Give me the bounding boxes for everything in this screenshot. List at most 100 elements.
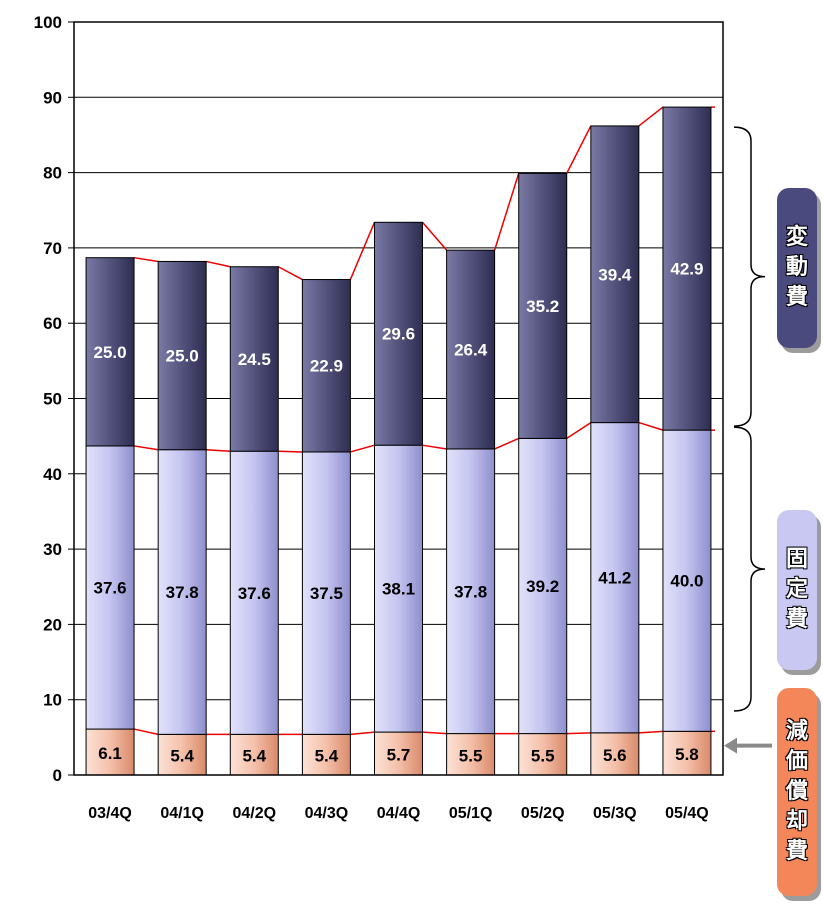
bar-segment xyxy=(374,444,423,733)
bar-segment xyxy=(301,451,351,735)
data-label: 39.4 xyxy=(598,265,632,284)
legend-depreciation-char-3: 償 xyxy=(785,779,808,804)
legend-depreciation-char-5: 費 xyxy=(785,839,808,864)
data-label: 37.6 xyxy=(238,584,271,603)
y-tick-label: 90 xyxy=(43,88,62,107)
bracket-layer xyxy=(724,126,772,754)
legend-depreciation: 減 価 償 却 費 xyxy=(777,688,817,896)
connector-line xyxy=(422,444,447,450)
connector-line xyxy=(494,437,520,450)
legend-variable-cost: 変 動 費 xyxy=(777,188,817,348)
y-tick-label: 30 xyxy=(43,540,62,559)
data-label: 37.6 xyxy=(94,579,127,598)
data-label: 40.0 xyxy=(670,572,703,591)
bar-segment xyxy=(85,445,135,730)
data-label: 37.8 xyxy=(166,583,199,602)
connector-line xyxy=(350,444,375,453)
legend-variable-char-3: 費 xyxy=(785,285,808,310)
data-label: 41.2 xyxy=(598,569,631,588)
bar-segment xyxy=(590,422,640,734)
bar-segment xyxy=(446,733,496,776)
brace-icon xyxy=(733,126,766,427)
connector-line xyxy=(349,222,376,280)
connector-line xyxy=(277,266,303,281)
bar-segment xyxy=(157,733,207,776)
data-label: 5.5 xyxy=(531,746,555,765)
category-label: 04/4Q xyxy=(377,805,421,822)
connector-line xyxy=(566,732,591,735)
y-tick-label: 100 xyxy=(34,13,62,32)
category-label: 04/3Q xyxy=(305,805,349,822)
legend-depreciation-char-2: 価 xyxy=(785,749,808,774)
data-label: 26.4 xyxy=(454,341,488,360)
legend-fixed-char-2: 定 xyxy=(785,577,808,602)
connector-line xyxy=(350,731,375,736)
data-label: 5.4 xyxy=(242,747,266,766)
data-label: 38.1 xyxy=(382,580,415,599)
bar-segment xyxy=(590,732,640,776)
bar-segment xyxy=(518,172,568,439)
y-tick-label: 20 xyxy=(43,615,62,634)
category-label: 04/1Q xyxy=(160,805,204,822)
connector-layer xyxy=(133,106,715,736)
legend-variable-char-2: 動 xyxy=(785,255,808,280)
data-label: 39.2 xyxy=(526,577,559,596)
bar-layer xyxy=(85,106,712,776)
data-label: 5.4 xyxy=(170,747,194,766)
y-tick-label: 60 xyxy=(43,314,62,333)
connector-line xyxy=(421,221,448,251)
connector-line xyxy=(133,256,159,263)
bar-segment xyxy=(229,266,279,452)
category-label: 03/4Q xyxy=(88,805,132,822)
arrow-head-icon xyxy=(724,737,737,754)
brace-icon xyxy=(733,426,766,712)
category-label: 05/4Q xyxy=(665,805,709,822)
y-tick-label: 10 xyxy=(43,691,62,710)
bar-segment xyxy=(85,257,135,447)
connector-line xyxy=(638,106,664,127)
legend-fixed-char-1: 固 xyxy=(785,547,808,572)
bar-segment xyxy=(301,733,351,776)
y-tick-label: 0 xyxy=(53,766,62,785)
bar-segment xyxy=(662,106,712,431)
data-label: 35.2 xyxy=(526,297,559,316)
y-tick-label: 80 xyxy=(43,164,62,183)
legend-depreciation-char-1: 減 xyxy=(785,719,808,744)
plot-frame xyxy=(73,21,724,776)
category-label: 05/1Q xyxy=(449,805,493,822)
bar-segment xyxy=(446,249,496,450)
connector-line xyxy=(638,730,663,734)
data-label: 5.5 xyxy=(459,746,483,765)
bar-segment xyxy=(301,279,351,453)
connector-line xyxy=(133,445,159,451)
axis-layer: 0 10 20 30 40 50 60 70 80 90 100 03/4Q 04/1Q 04/2Q 04/… xyxy=(34,13,724,822)
data-label: 5.4 xyxy=(315,747,339,766)
y-tick-label: 40 xyxy=(43,465,62,484)
category-label: 04/2Q xyxy=(232,805,276,822)
data-label: 37.5 xyxy=(310,584,343,603)
bar-segment xyxy=(157,260,207,451)
legend-depreciation-char-4: 却 xyxy=(785,809,808,834)
data-label: 5.7 xyxy=(387,746,411,765)
data-label: 5.6 xyxy=(603,746,627,765)
legend-fixed-char-3: 費 xyxy=(785,607,808,632)
bar-segment xyxy=(374,221,423,446)
bar-segment xyxy=(590,125,640,424)
data-label: 5.8 xyxy=(675,745,699,764)
bar-segment xyxy=(446,448,496,735)
connector-line xyxy=(278,450,303,453)
legend-fixed-cost: 固 定 費 xyxy=(777,510,817,670)
category-label: 05/3Q xyxy=(593,805,637,822)
label-layer: 6.1 37.6 25.0 5.4 37.8 25.0 5.4 37.6 24.5 5.4 37.5… xyxy=(94,260,704,766)
data-label: 24.5 xyxy=(238,350,271,369)
data-label: 29.6 xyxy=(382,325,415,344)
data-label: 42.9 xyxy=(670,260,703,279)
data-label: 37.8 xyxy=(454,582,487,601)
connector-line xyxy=(566,125,592,174)
data-label: 22.9 xyxy=(310,357,343,376)
connector-line xyxy=(493,173,520,251)
bar-segment xyxy=(229,733,279,776)
connector-line xyxy=(206,260,231,268)
connector-line xyxy=(566,421,592,440)
